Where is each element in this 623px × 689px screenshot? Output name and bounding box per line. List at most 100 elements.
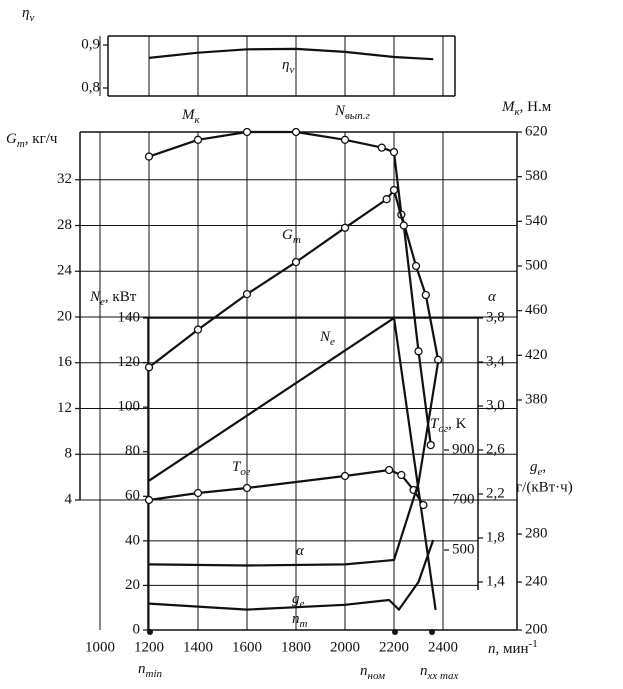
y-tick-label: 580 (525, 168, 548, 184)
series-line (148, 47, 434, 61)
series-line (148, 316, 437, 611)
data-point (419, 500, 428, 510)
y-tick-label: 0,8 (81, 79, 100, 95)
series-label-main: N (319, 329, 331, 345)
data-point (242, 127, 252, 137)
series-label: Ne (319, 329, 335, 347)
x-axis-title-unit: , мин (496, 641, 529, 657)
y-tick-label: 1,8 (486, 529, 505, 545)
axis-title-unit: , Н.м (520, 99, 552, 115)
y-tick-label: 0 (133, 621, 141, 637)
axis-title-main: T (430, 416, 440, 432)
y-tick-label: 80 (125, 443, 140, 459)
data-point (193, 325, 203, 334)
series-label: α (296, 543, 305, 559)
data-point (389, 147, 399, 157)
series-label: Gт (282, 227, 301, 245)
axis-title-sub: ог (438, 423, 449, 435)
data-point (414, 347, 423, 356)
series-label-sub: e (330, 336, 335, 348)
series-line (148, 539, 435, 612)
data-point (340, 223, 350, 232)
y-tick-label: 3,0 (486, 397, 505, 413)
axis-title-main: G (6, 131, 17, 147)
series-label: ηv (282, 57, 294, 75)
series-label: Tог (232, 459, 251, 477)
series-label: Mк (181, 107, 201, 125)
axis-title-main: α (488, 289, 497, 305)
y-tick-label: 240 (525, 573, 548, 589)
data-point (144, 152, 154, 161)
y-tick-label: 1,4 (486, 573, 505, 589)
axis-title-main: M (501, 99, 516, 115)
axis-title-unit: , кВт (105, 289, 137, 305)
annotation-sub: ном (368, 670, 386, 682)
y-tick-label: 280 (525, 525, 548, 541)
annotation-sub: вып.г (345, 110, 370, 122)
y-tick-label: 2,6 (486, 441, 505, 457)
x-axis-title: n, мин-1 (488, 638, 538, 658)
x-tick-label: 1800 (281, 639, 311, 655)
y-tick-label: 540 (525, 213, 548, 229)
annotation: nт (292, 611, 308, 629)
series-label-main: T (232, 459, 242, 475)
data-point (340, 471, 350, 481)
y-tick-label: 20 (57, 308, 72, 324)
x-tick-label: 1400 (183, 639, 213, 655)
series-label-sub: v (289, 64, 294, 76)
y-tick-label: 140 (118, 309, 141, 325)
annotation: nном (360, 663, 385, 681)
data-point (377, 143, 386, 152)
x-axis-title-main: n (488, 641, 496, 657)
data-point (144, 363, 154, 372)
y-tick-label: 3,4 (486, 353, 505, 369)
series-label-sub: e (300, 598, 305, 610)
data-point (193, 135, 203, 144)
axis-title: Ne, кВт (89, 289, 137, 307)
axis-title-sub: e (100, 296, 105, 308)
axis-title-sub: e (538, 466, 543, 478)
y-tick-label: 60 (125, 488, 140, 504)
marker-dot (147, 629, 153, 635)
series-line (148, 187, 432, 446)
series-label-sub: к (195, 114, 201, 126)
y-tick-label: 2,2 (486, 485, 505, 501)
data-point (384, 465, 394, 475)
axis-title: Tог, K (430, 416, 467, 434)
axis-title-unit: , K (448, 416, 467, 432)
annotation-main: n (420, 663, 428, 679)
series-label-sub: ог (240, 466, 251, 478)
series-line (148, 361, 440, 567)
y-tick-label: 24 (57, 263, 73, 279)
data-point (411, 261, 421, 271)
y-tick-label: 0,9 (81, 36, 100, 52)
data-point (291, 257, 301, 267)
y-tick-label: 8 (65, 446, 73, 462)
y-tick-label: 32 (57, 171, 72, 187)
data-point (291, 127, 301, 137)
data-point (399, 221, 408, 230)
y-tick-label: 700 (452, 491, 475, 507)
series-label-main: M (181, 107, 196, 123)
series-label-sub: т (293, 234, 301, 246)
axis-title: Gт, кг/ч (6, 131, 58, 149)
y-tick-label: 380 (525, 391, 548, 407)
series-label-main: α (296, 543, 305, 559)
series-label: ge (292, 591, 305, 609)
annotation-main: n (292, 611, 300, 627)
axis-title: ηv (22, 5, 34, 23)
annotation-main: n (360, 663, 368, 679)
data-point (426, 440, 435, 450)
axis-title-sub: т (17, 138, 25, 150)
y-tick-label: 500 (452, 541, 475, 557)
axis-title: ge, (530, 459, 546, 477)
x-tick-label: 2200 (379, 639, 409, 655)
data-point (242, 289, 252, 299)
data-point (242, 483, 252, 493)
data-point (397, 470, 406, 480)
annotation-sub: min (146, 668, 163, 680)
data-point (144, 495, 154, 505)
data-point (340, 135, 350, 144)
y-tick-label: 620 (525, 123, 548, 139)
